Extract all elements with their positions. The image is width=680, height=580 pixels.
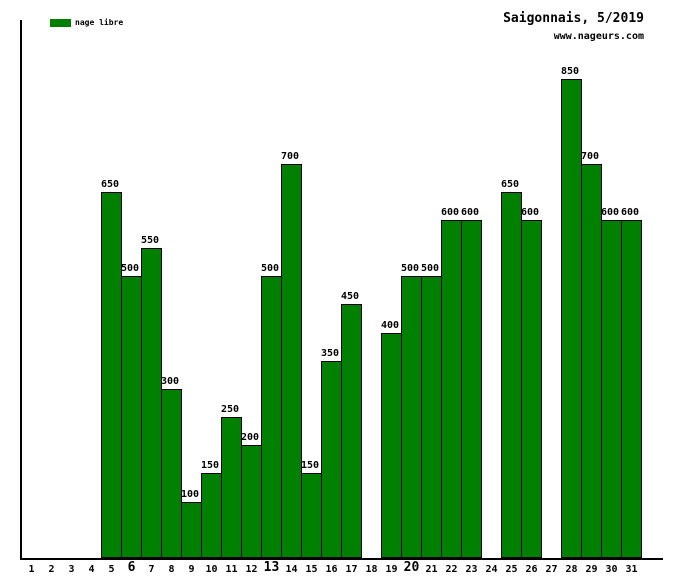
x-tick-label-28: 28 (565, 564, 578, 575)
bar-day-13 (261, 276, 282, 558)
bar-value-label-day-12: 200 (240, 432, 261, 444)
bar-value-label-day-9: 100 (180, 489, 201, 501)
bar-day-29 (581, 164, 602, 558)
bar-day-17 (341, 304, 362, 558)
website-url: www.nageurs.com (553, 31, 644, 42)
bar-value-label-day-13: 500 (260, 263, 281, 275)
bar-day-21 (421, 276, 442, 558)
x-tick-label-18: 18 (365, 564, 378, 575)
x-tick-label-24: 24 (485, 564, 498, 575)
bar-day-19 (381, 333, 402, 558)
x-tick-label-2: 2 (48, 564, 55, 575)
bar-day-14 (281, 164, 302, 558)
bar-day-30 (601, 220, 622, 558)
bar-day-12 (241, 445, 262, 558)
x-tick-label-5: 5 (108, 564, 115, 575)
bar-value-label-day-20: 500 (400, 263, 421, 275)
x-tick-label-8: 8 (168, 564, 175, 575)
x-tick-label-10: 10 (205, 564, 218, 575)
bar-day-22 (441, 220, 462, 558)
x-tick-label-9: 9 (188, 564, 195, 575)
legend-swatch (50, 19, 71, 27)
x-tick-label-13: 13 (263, 560, 280, 575)
bar-value-label-day-26: 600 (520, 207, 541, 219)
legend-label: nage libre (75, 18, 124, 27)
bar-value-label-day-6: 500 (120, 263, 141, 275)
bar-day-5 (101, 192, 122, 558)
x-tick-label-14: 14 (285, 564, 298, 575)
x-tick-label-20: 20 (403, 560, 420, 575)
bar-day-20 (401, 276, 422, 558)
x-tick-label-23: 23 (465, 564, 478, 575)
bar-value-label-day-31: 600 (620, 207, 641, 219)
x-tick-label-30: 30 (605, 564, 618, 575)
x-tick-label-3: 3 (68, 564, 75, 575)
x-tick-label-26: 26 (525, 564, 538, 575)
bar-day-26 (521, 220, 542, 558)
x-tick-label-11: 11 (225, 564, 238, 575)
bar-day-8 (161, 389, 182, 558)
bar-day-10 (201, 473, 222, 558)
x-tick-label-29: 29 (585, 564, 598, 575)
bar-value-label-day-17: 450 (340, 291, 361, 303)
x-tick-label-15: 15 (305, 564, 318, 575)
bar-day-11 (221, 417, 242, 558)
x-tick-label-19: 19 (385, 564, 398, 575)
x-tick-label-4: 4 (88, 564, 95, 575)
bar-value-label-day-19: 400 (380, 320, 401, 332)
x-tick-label-25: 25 (505, 564, 518, 575)
y-axis-line (20, 20, 22, 560)
bar-day-16 (321, 361, 342, 558)
x-tick-label-16: 16 (325, 564, 338, 575)
x-tick-label-31: 31 (625, 564, 638, 575)
x-tick-label-12: 12 (245, 564, 258, 575)
bar-day-23 (461, 220, 482, 558)
bar-value-label-day-23: 600 (460, 207, 481, 219)
bar-day-28 (561, 79, 582, 558)
chart-title: Saigonnais, 5/2019 (503, 11, 644, 26)
bar-day-31 (621, 220, 642, 558)
bar-value-label-day-15: 150 (300, 460, 321, 472)
bar-day-6 (121, 276, 142, 558)
bar-value-label-day-8: 300 (160, 376, 181, 388)
x-tick-label-1: 1 (28, 564, 35, 575)
bar-value-label-day-28: 850 (560, 66, 581, 78)
bar-day-9 (181, 502, 202, 558)
bar-value-label-day-14: 700 (280, 151, 301, 163)
bar-value-label-day-11: 250 (220, 404, 241, 416)
bar-value-label-day-10: 150 (200, 460, 221, 472)
bar-value-label-day-7: 550 (140, 235, 161, 247)
bar-value-label-day-29: 700 (580, 151, 601, 163)
bar-value-label-day-5: 650 (100, 179, 121, 191)
x-tick-label-27: 27 (545, 564, 558, 575)
x-tick-label-7: 7 (148, 564, 155, 575)
bar-value-label-day-25: 650 (500, 179, 521, 191)
x-tick-label-22: 22 (445, 564, 458, 575)
x-axis-line (20, 558, 663, 560)
x-tick-label-21: 21 (425, 564, 438, 575)
x-tick-label-17: 17 (345, 564, 358, 575)
bar-value-label-day-30: 600 (600, 207, 621, 219)
bar-value-label-day-16: 350 (320, 348, 341, 360)
bar-day-7 (141, 248, 162, 558)
bar-day-15 (301, 473, 322, 558)
bar-value-label-day-22: 600 (440, 207, 461, 219)
bar-value-label-day-21: 500 (420, 263, 441, 275)
x-tick-label-6: 6 (127, 560, 136, 575)
bar-day-25 (501, 192, 522, 558)
